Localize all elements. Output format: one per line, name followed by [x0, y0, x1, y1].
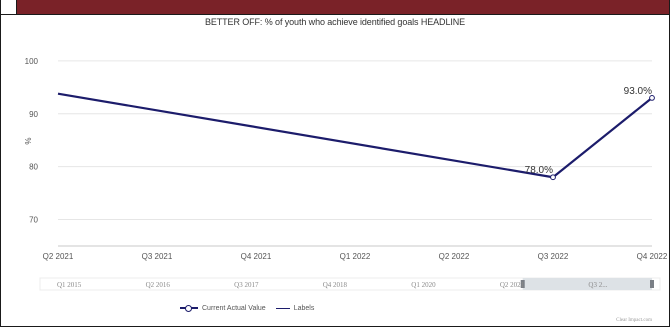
navigator-selection	[522, 278, 652, 290]
y-tick-label: 70	[29, 216, 38, 225]
legend: Current Actual Value Labels	[180, 304, 324, 312]
legend-item-current-actual-value[interactable]: Current Actual Value	[180, 304, 266, 312]
x-tick-label: Q3 2021	[142, 252, 173, 261]
navigator-label: Q3 2017	[234, 281, 259, 289]
navigator-track	[39, 277, 661, 291]
x-tick-label: Q2 2021	[43, 252, 74, 261]
credit-link[interactable]: Clear Impact.com	[616, 318, 652, 323]
data-point	[550, 174, 556, 181]
y-tick-label: 80	[29, 163, 38, 172]
navigator-label: Q2 2016	[146, 281, 171, 289]
x-tick-label: Q4 2022	[637, 252, 668, 261]
navigator-handle-left-icon[interactable]	[520, 280, 525, 288]
legend-label: Current Actual Value	[202, 304, 266, 312]
x-tick-label: Q3 2022	[538, 252, 569, 261]
navigator-label: Q1 2020	[411, 281, 436, 289]
navigator: Q1 2015 Q2 2016 Q3 2017 Q4 2018 Q1 2020 Q2 20…	[39, 277, 661, 291]
line-swatch-icon	[275, 307, 290, 309]
navigator-handle-right-icon[interactable]	[650, 280, 654, 288]
series-line	[57, 92, 653, 179]
series-group: 78.0% 93.0%	[57, 86, 655, 181]
data-label: 93.0%	[624, 86, 652, 97]
data-label: 78.0%	[525, 165, 553, 176]
navigator-label: Q1 2015	[57, 281, 82, 289]
gridlines	[58, 60, 652, 221]
x-tick-label: Q2 2022	[439, 252, 470, 261]
y-axis-ticks: 70 80 90 100	[25, 57, 39, 225]
header-strip-left	[0, 0, 17, 15]
line-marker-swatch-icon	[180, 304, 198, 312]
chart-title: BETTER OFF: % of youth who achieve ident…	[204, 17, 466, 27]
x-tick-label: Q4 2021	[241, 252, 272, 261]
navigator-label: Q3 2...	[588, 281, 607, 289]
x-tick-label: Q1 2022	[340, 252, 371, 261]
y-axis-label: %	[24, 137, 33, 144]
header-strip-bar	[17, 0, 669, 15]
legend-label: Labels	[293, 304, 315, 312]
navigator-label: Q2 2021	[500, 281, 525, 289]
data-point	[649, 94, 655, 101]
legend-item-labels[interactable]: Labels	[275, 304, 315, 312]
navigator-label: Q4 2018	[323, 281, 348, 289]
y-tick-label: 100	[25, 57, 39, 66]
x-axis-ticks: Q2 2021 Q3 2021 Q4 2021 Q1 2022 Q2 2022 Q3 20…	[43, 252, 668, 261]
y-tick-label: 90	[29, 110, 38, 119]
